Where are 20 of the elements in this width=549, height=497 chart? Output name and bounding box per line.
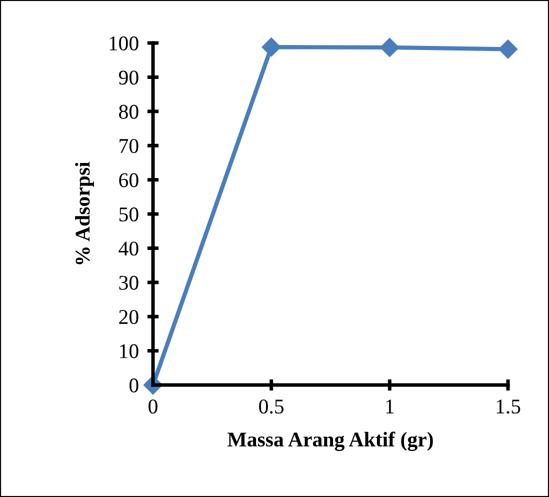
y-tick-label: 50 bbox=[119, 207, 138, 222]
y-tick-label: 10 bbox=[120, 344, 138, 358]
y-tick-label: 0 bbox=[129, 378, 138, 392]
y-tick-label: 20 bbox=[119, 310, 138, 324]
point bbox=[498, 40, 518, 59]
point bbox=[380, 38, 400, 57]
y-tick-label: 30 bbox=[119, 276, 138, 290]
y-tick-label: 90 bbox=[118, 70, 138, 85]
y-tick-label: 100 bbox=[110, 36, 138, 50]
y-tick-label: 80 bbox=[119, 104, 138, 119]
x-axis-title: Massa Arang Aktif (gr) bbox=[228, 432, 433, 451]
y-axis-title: % Adsorpsi bbox=[75, 162, 94, 264]
x-tick-label: 0 bbox=[148, 399, 158, 414]
y-tick-label: 40 bbox=[118, 242, 138, 256]
y-tick-label: 60 bbox=[119, 173, 138, 188]
x-tick-label: 0.5 bbox=[259, 399, 284, 414]
y-tick-label: 70 bbox=[120, 138, 138, 154]
point bbox=[262, 38, 281, 57]
x-tick-label: 1.5 bbox=[496, 400, 520, 414]
x-tick-label: 1 bbox=[386, 400, 394, 414]
